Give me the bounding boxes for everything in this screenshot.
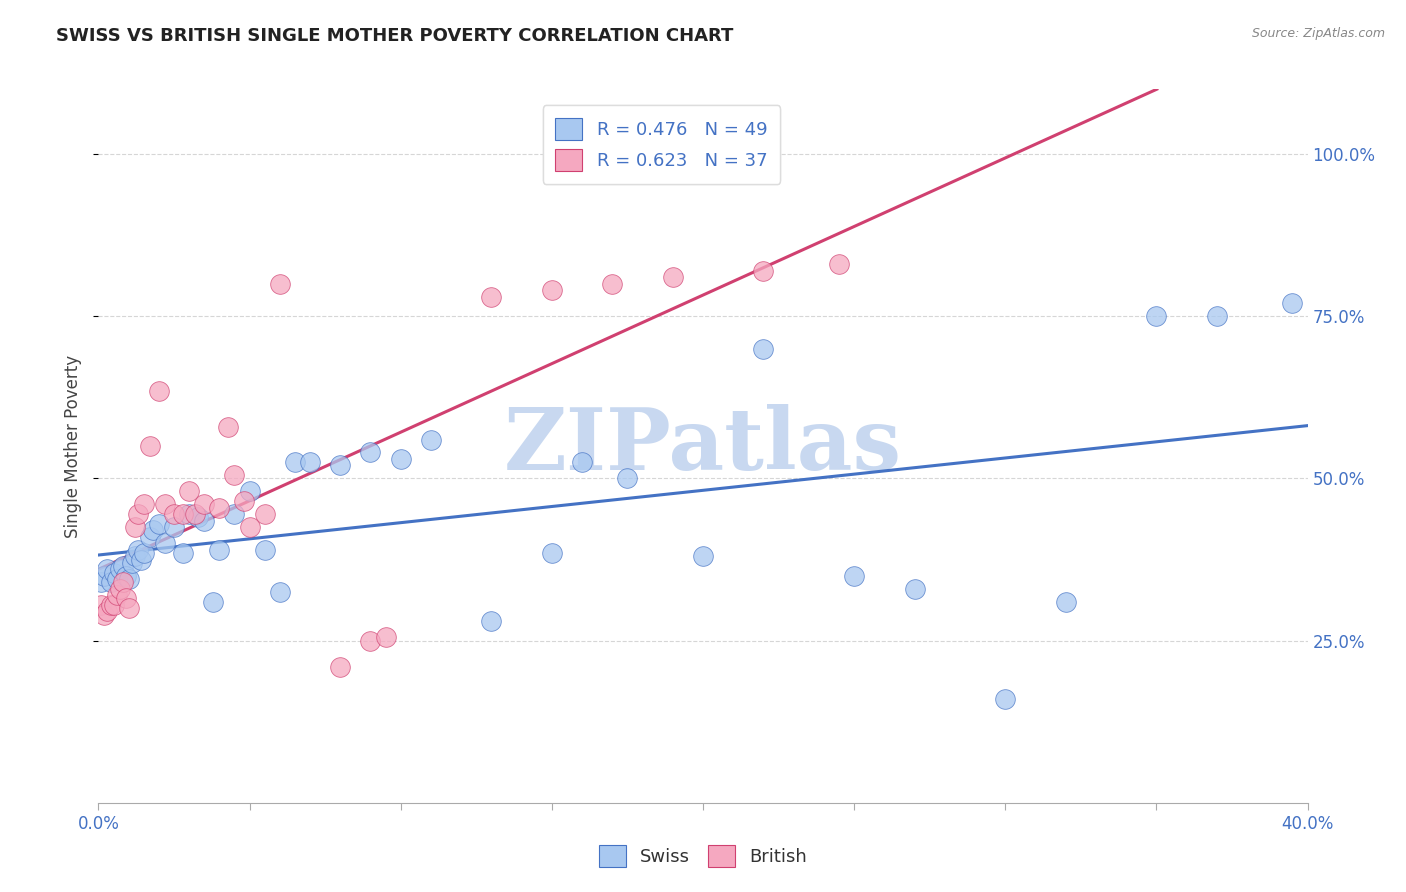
Point bbox=[142, 524, 165, 538]
Point bbox=[90, 575, 112, 590]
Text: Source: ZipAtlas.com: Source: ZipAtlas.com bbox=[1251, 27, 1385, 40]
Point bbox=[100, 598, 122, 612]
Point bbox=[103, 566, 125, 580]
Point bbox=[108, 582, 131, 596]
Point bbox=[1281, 296, 1303, 310]
Point bbox=[1054, 595, 1077, 609]
Point bbox=[93, 607, 115, 622]
Point bbox=[1144, 310, 1167, 324]
Point bbox=[1206, 310, 1229, 324]
Point bbox=[389, 452, 412, 467]
Point bbox=[153, 536, 176, 550]
Point bbox=[193, 514, 215, 528]
Point bbox=[114, 591, 136, 606]
Point bbox=[994, 692, 1017, 706]
Point bbox=[360, 633, 382, 648]
Point bbox=[217, 419, 239, 434]
Point bbox=[124, 520, 146, 534]
Point bbox=[269, 277, 291, 291]
Point bbox=[111, 575, 134, 590]
Point bbox=[127, 542, 149, 557]
Point bbox=[90, 598, 112, 612]
Point bbox=[329, 659, 352, 673]
Point bbox=[139, 439, 162, 453]
Point bbox=[111, 559, 134, 574]
Point bbox=[828, 257, 851, 271]
Point bbox=[616, 471, 638, 485]
Point bbox=[284, 455, 307, 469]
Point bbox=[163, 520, 186, 534]
Y-axis label: Single Mother Poverty: Single Mother Poverty bbox=[65, 354, 83, 538]
Point bbox=[96, 562, 118, 576]
Point bbox=[132, 497, 155, 511]
Point bbox=[114, 568, 136, 582]
Point bbox=[127, 507, 149, 521]
Point bbox=[253, 507, 276, 521]
Point bbox=[179, 484, 201, 499]
Point bbox=[153, 497, 176, 511]
Point bbox=[540, 546, 562, 560]
Point bbox=[299, 455, 322, 469]
Point bbox=[172, 507, 194, 521]
Legend: Swiss, British: Swiss, British bbox=[592, 838, 814, 874]
Point bbox=[844, 568, 866, 582]
Point bbox=[121, 556, 143, 570]
Point bbox=[253, 542, 276, 557]
Text: SWISS VS BRITISH SINGLE MOTHER POVERTY CORRELATION CHART: SWISS VS BRITISH SINGLE MOTHER POVERTY C… bbox=[56, 27, 734, 45]
Point bbox=[108, 562, 131, 576]
Point bbox=[124, 549, 146, 564]
Point bbox=[202, 595, 225, 609]
Point bbox=[172, 546, 194, 560]
Point bbox=[360, 445, 382, 459]
Point bbox=[239, 520, 262, 534]
Point bbox=[571, 455, 593, 469]
Point bbox=[148, 516, 170, 531]
Text: ZIPatlas: ZIPatlas bbox=[503, 404, 903, 488]
Point bbox=[187, 510, 209, 524]
Point bbox=[118, 601, 141, 615]
Point bbox=[179, 507, 201, 521]
Point bbox=[540, 283, 562, 297]
Point bbox=[118, 572, 141, 586]
Point bbox=[239, 484, 262, 499]
Point bbox=[904, 582, 927, 596]
Point bbox=[692, 549, 714, 564]
Point bbox=[105, 588, 128, 602]
Point bbox=[752, 342, 775, 356]
Point bbox=[105, 572, 128, 586]
Point bbox=[184, 507, 207, 521]
Point bbox=[269, 585, 291, 599]
Point bbox=[103, 598, 125, 612]
Point bbox=[193, 497, 215, 511]
Point bbox=[752, 264, 775, 278]
Point bbox=[374, 631, 396, 645]
Point bbox=[93, 568, 115, 582]
Point bbox=[100, 575, 122, 590]
Point bbox=[96, 604, 118, 618]
Legend: R = 0.476   N = 49, R = 0.623   N = 37: R = 0.476 N = 49, R = 0.623 N = 37 bbox=[543, 105, 780, 184]
Point bbox=[481, 290, 503, 304]
Point bbox=[602, 277, 624, 291]
Point bbox=[208, 542, 231, 557]
Point bbox=[232, 494, 254, 508]
Point bbox=[148, 384, 170, 398]
Point bbox=[224, 507, 246, 521]
Point bbox=[163, 507, 186, 521]
Point bbox=[139, 530, 162, 544]
Point bbox=[329, 458, 352, 473]
Point bbox=[132, 546, 155, 560]
Point bbox=[208, 500, 231, 515]
Point bbox=[420, 433, 443, 447]
Point bbox=[481, 614, 503, 628]
Point bbox=[224, 468, 246, 483]
Point bbox=[129, 552, 152, 566]
Point bbox=[661, 270, 683, 285]
